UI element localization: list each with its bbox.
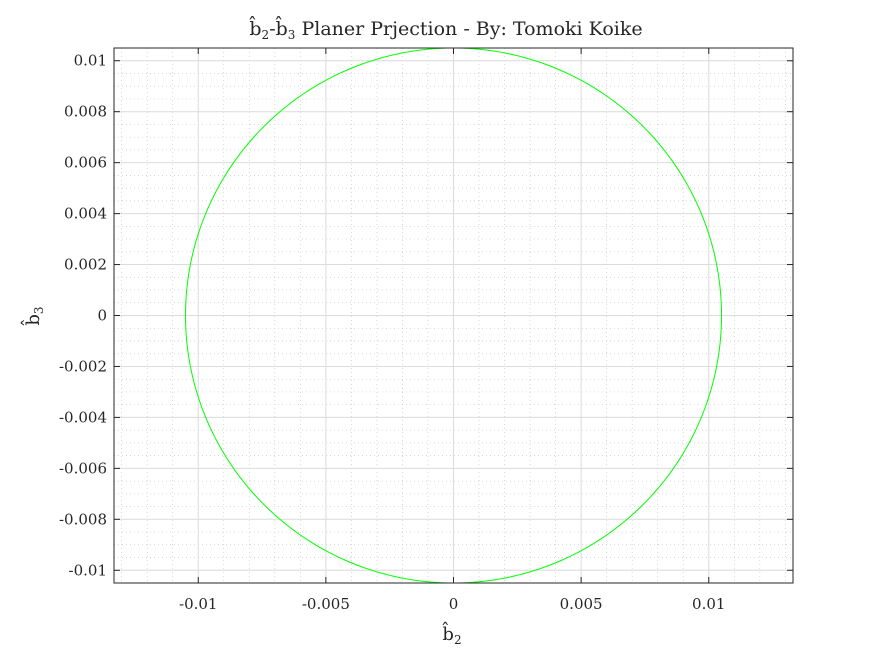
x-tick-label: -0.005 (302, 595, 350, 613)
y-tick-labels: -0.01 -0.008 -0.006 -0.004 -0.002 0 0.002 0.004… (59, 52, 107, 580)
y-tick-label: -0.006 (59, 459, 107, 477)
y-axis-label: b̂3 (19, 306, 46, 326)
y-tick-label: 0.004 (64, 205, 107, 223)
chart-title: b̂2-b̂3 Planer Prjection - By: Tomoki Ko… (249, 15, 642, 42)
trajectory-line (184, 47, 723, 584)
x-tick-label: 0.01 (692, 595, 725, 613)
y-tick-label: -0.004 (59, 408, 107, 426)
x-tick-label: 0.005 (560, 595, 603, 613)
y-tick-label: 0.01 (74, 52, 107, 70)
x-tick-labels: -0.01 -0.005 0 0.005 0.01 (179, 595, 725, 613)
y-tick-label: -0.008 (59, 510, 107, 528)
y-tick-label: 0.002 (64, 256, 107, 274)
series-layer (184, 47, 723, 584)
y-tick-label: 0 (97, 307, 107, 325)
y-tick-label: -0.002 (59, 357, 107, 375)
major-grid (114, 48, 793, 583)
y-tick-label: 0.008 (64, 103, 107, 121)
x-tick-label: 0 (449, 595, 459, 613)
x-tick-label: -0.01 (179, 595, 217, 613)
ticks (114, 48, 793, 583)
y-tick-label: -0.01 (69, 561, 107, 579)
x-axis-label: b̂2 (442, 620, 462, 647)
plot-area (113, 47, 794, 584)
y-tick-label: 0.006 (64, 154, 107, 172)
